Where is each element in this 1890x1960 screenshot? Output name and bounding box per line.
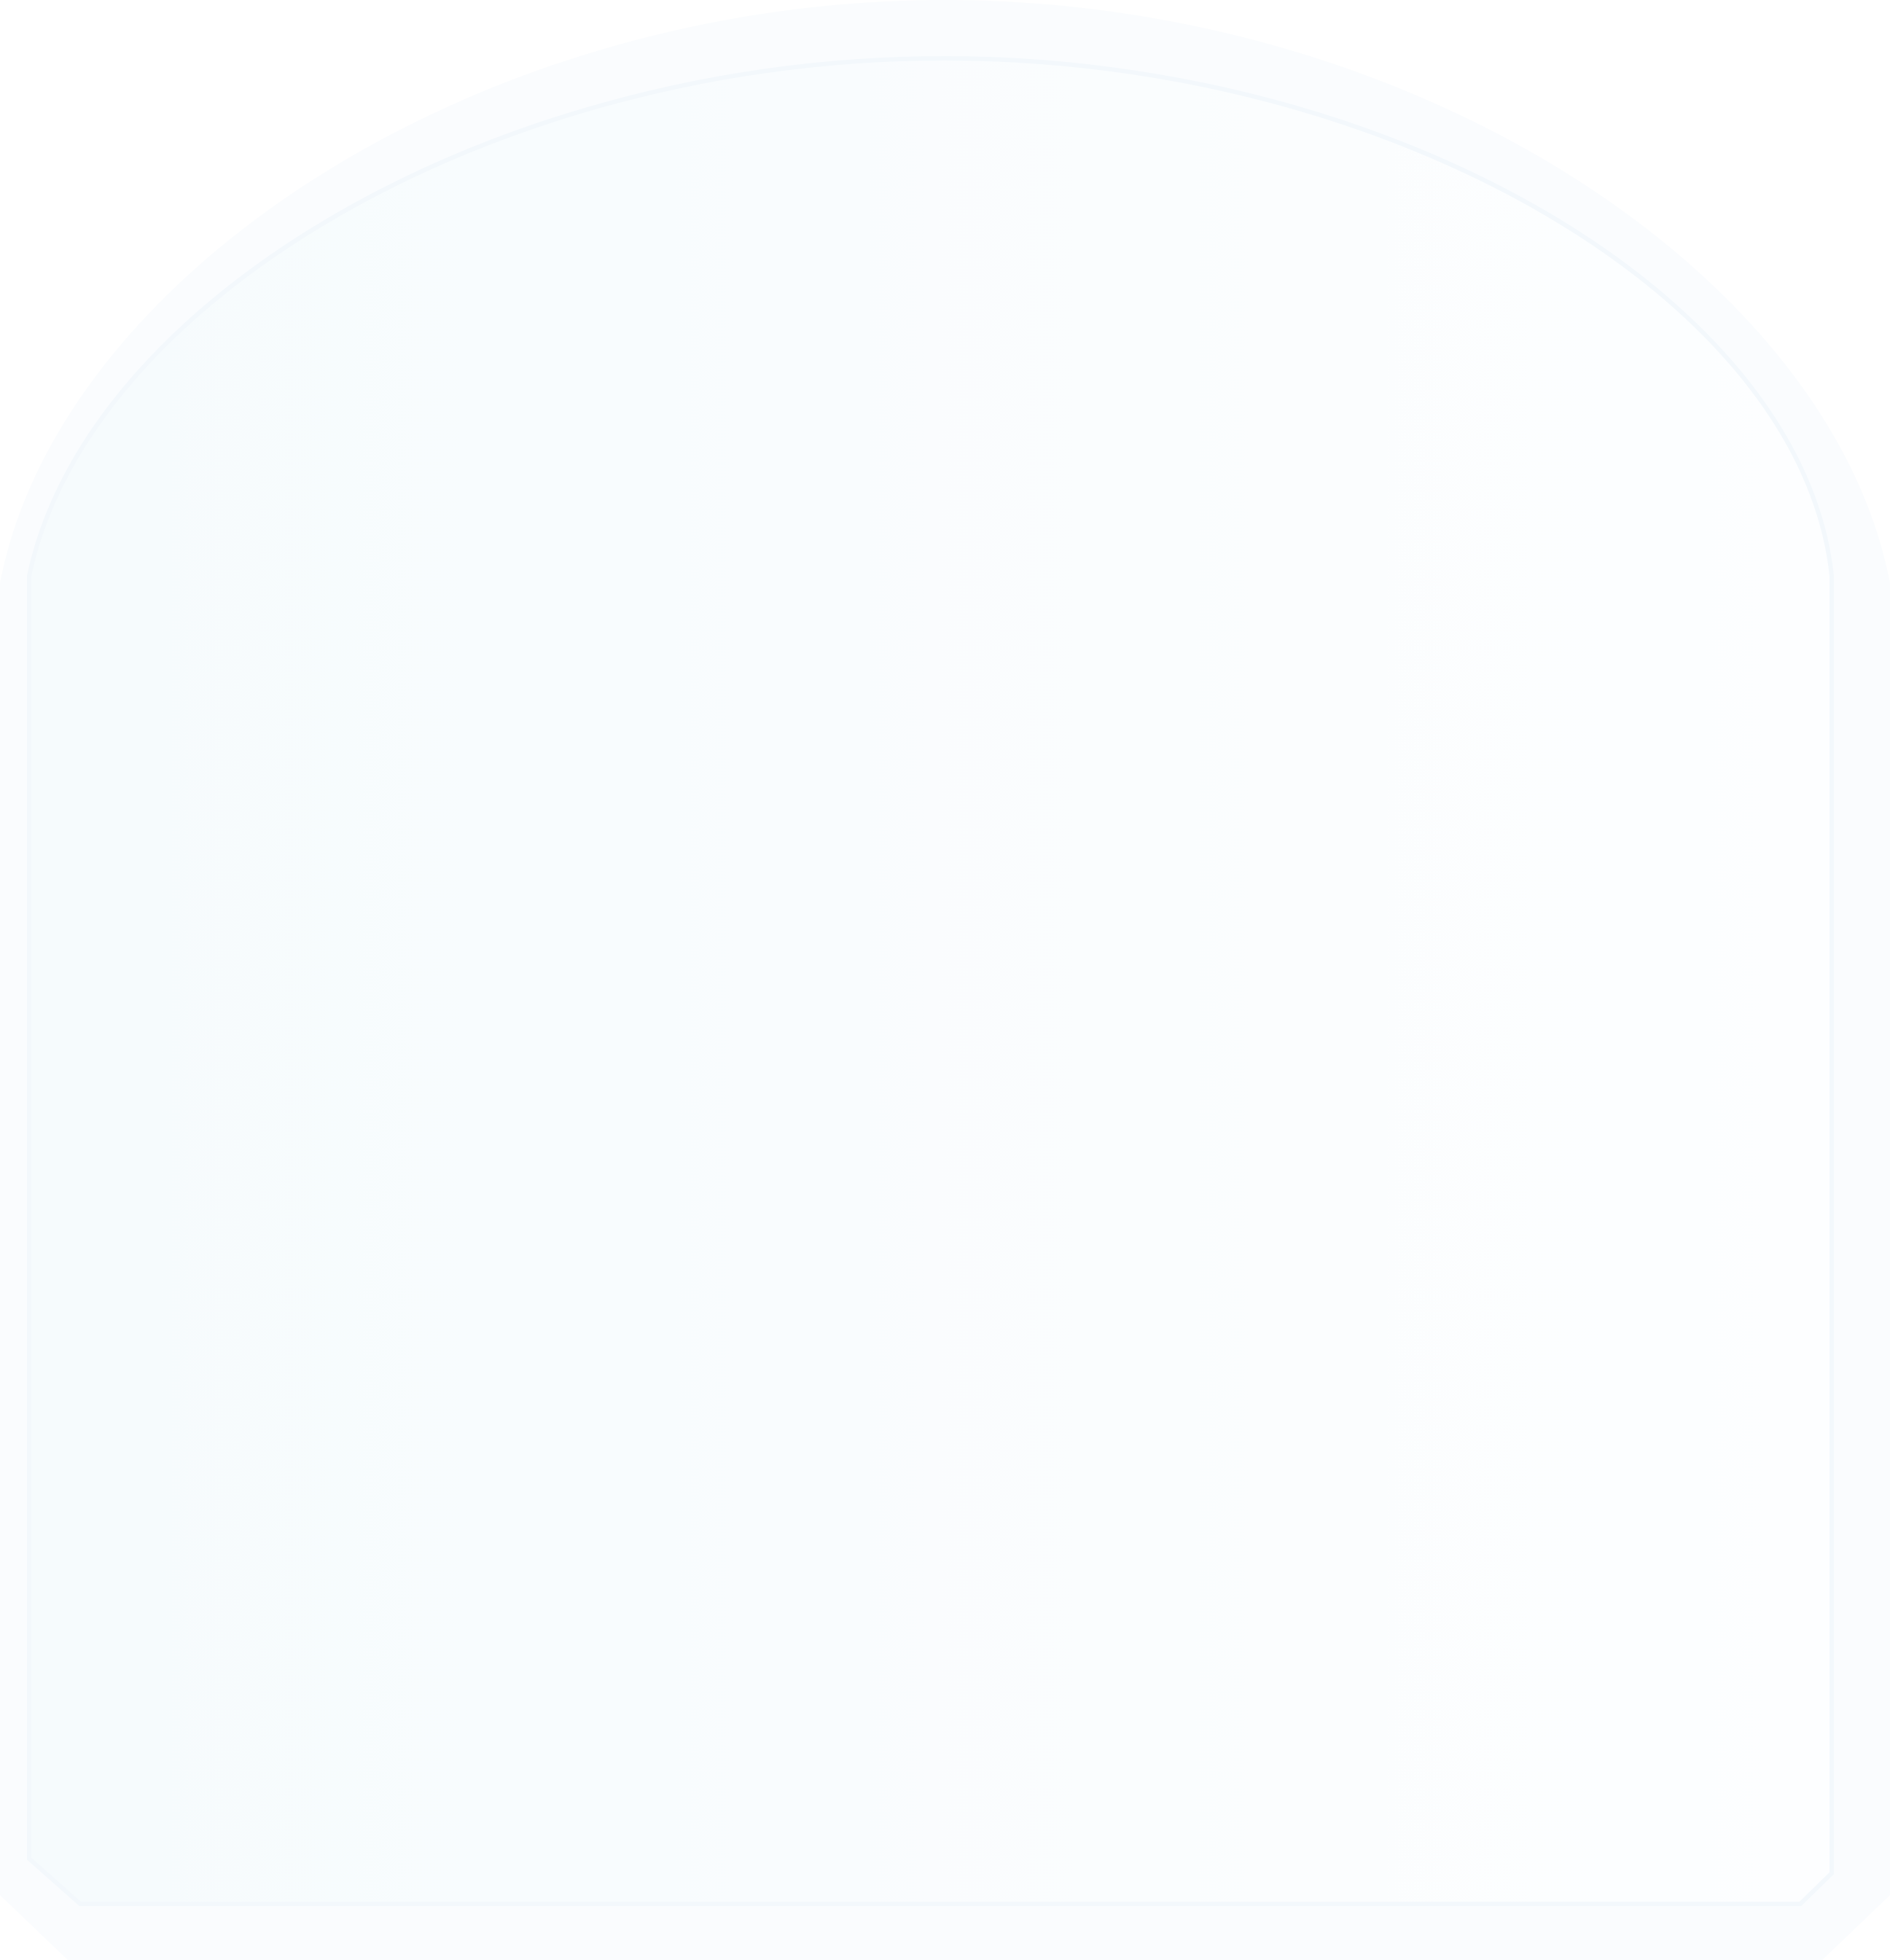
arch-inner-panel: [27, 55, 1834, 1906]
